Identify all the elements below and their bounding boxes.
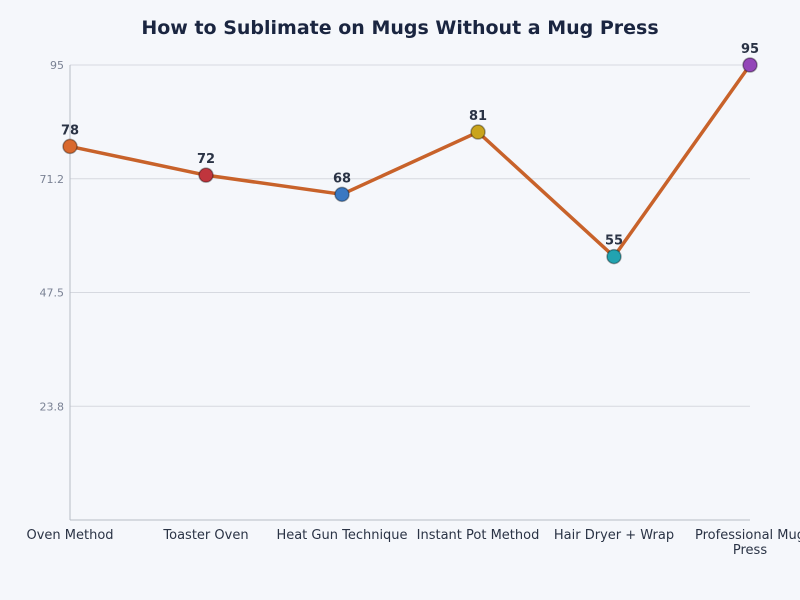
data-point [470,124,486,140]
data-point [742,57,758,73]
series-line [69,63,752,259]
y-tick-label: 23.8 [40,400,65,413]
data-label: 68 [333,171,351,186]
x-tick-label: Instant Pot Method [417,528,540,543]
x-tick-label: Oven Method [26,528,113,543]
data-label: 95 [741,42,759,57]
data-point [334,186,350,203]
x-tick-label: Hair Dryer + Wrap [554,528,674,543]
y-tick-label: 71.2 [40,173,65,186]
data-point [198,167,214,183]
data-label: 78 [61,123,79,138]
data-label: 81 [469,109,487,124]
x-tick-label: Toaster Oven [162,528,248,543]
data-point [62,138,78,155]
y-tick-label: 95 [50,59,64,72]
data-label: 72 [197,152,215,167]
data-label: 55 [605,234,623,249]
x-tick-label: Professional Mug Press [695,528,800,558]
data-point [606,248,622,265]
y-tick-label: 47.5 [40,287,65,300]
x-tick-label: Heat Gun Technique [276,528,407,543]
chart-title: How to Sublimate on Mugs Without a Mug P… [141,17,658,39]
